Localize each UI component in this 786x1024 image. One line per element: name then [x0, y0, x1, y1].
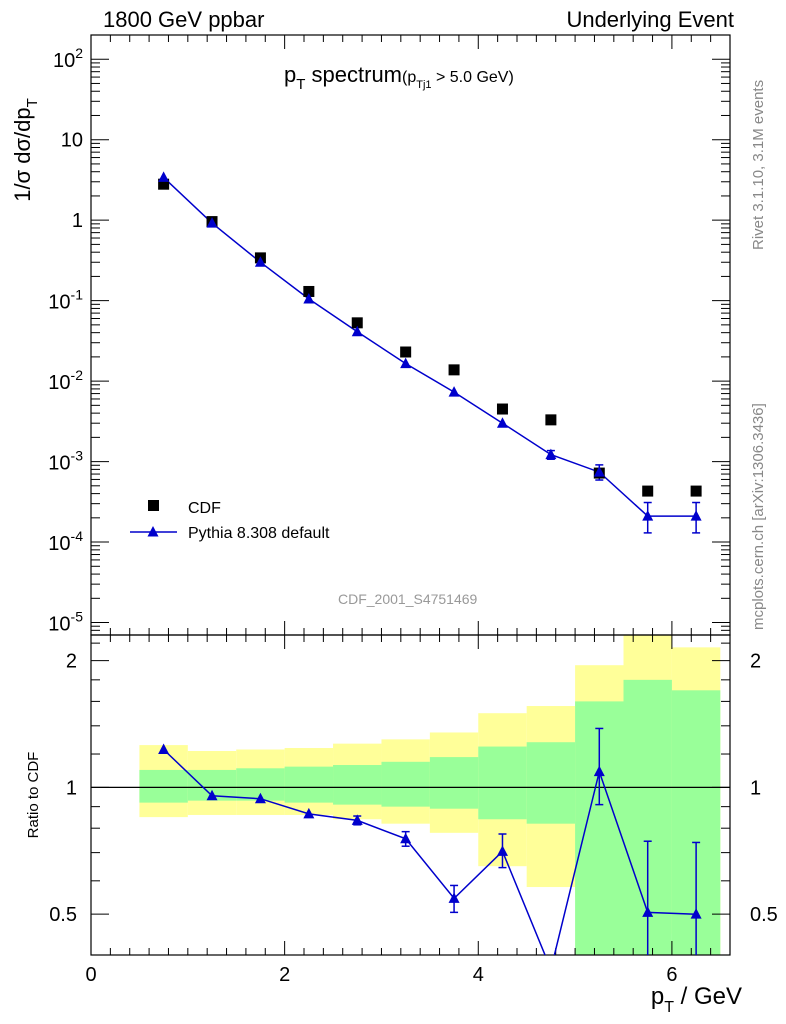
- pythia-main-point: [448, 386, 460, 397]
- cdf-data-point: [303, 285, 315, 297]
- pythia-ratio-point: [448, 892, 460, 903]
- pythia-main-point: [496, 417, 508, 428]
- cdf-data-point: [448, 364, 460, 376]
- pythia-ratio-point: [206, 789, 218, 801]
- main-ytick-label: 102: [53, 45, 83, 72]
- ratio-xtick-label: 4: [473, 964, 484, 986]
- pythia-main-point: [351, 325, 363, 337]
- pythia-ratio-point: [642, 906, 654, 917]
- band-green-bin: [429, 757, 479, 809]
- ratio-xlabel: pT / GeV: [651, 983, 742, 1016]
- band-green-bin: [526, 742, 576, 824]
- band-green-bin: [478, 746, 527, 820]
- pythia-main-point: [642, 510, 654, 521]
- band-green-bin: [139, 769, 188, 803]
- main-ylabel: 1/σ dσ/dpT: [10, 98, 41, 202]
- pythia-ratio-point: [400, 832, 412, 844]
- pythia-ratio-line: [163, 748, 697, 955]
- main-ytick-label: 1: [72, 210, 83, 232]
- legend-cdf-label: CDF: [188, 500, 221, 517]
- header-left: 1800 GeV ppbar: [103, 7, 265, 32]
- ratio-ytick-label-right: 1: [750, 777, 761, 799]
- main-ytick-label: 10: [61, 130, 83, 152]
- legend-cdf-marker: [148, 500, 159, 511]
- analysis-watermark: CDF_2001_S4751469: [338, 591, 478, 607]
- mcplots-label: mcplots.cern.ch [arXiv:1306.3436]: [750, 403, 767, 630]
- pythia-main-point: [400, 357, 412, 369]
- pythia-main-point: [158, 171, 170, 182]
- ratio-ytick-label-left: 2: [66, 651, 77, 673]
- main-ytick-label: 10-2: [48, 367, 83, 394]
- pythia-ratio-point: [593, 765, 605, 777]
- legend-pythia-marker: [147, 526, 159, 537]
- cdf-data-point: [545, 414, 557, 426]
- pythia-ratio-point: [545, 963, 556, 974]
- ratio-xtick-label: 6: [666, 964, 677, 986]
- cdf-data-point: [400, 346, 412, 358]
- cdf-data-point: [158, 178, 170, 190]
- ratio-ylabel: Ratio to CDF: [25, 752, 42, 839]
- pythia-ratio-point: [496, 845, 508, 856]
- main-ytick-label: 10-3: [48, 448, 83, 475]
- pythia-ratio-point: [254, 792, 266, 804]
- cdf-data-point: [351, 317, 363, 329]
- band-green-bin: [284, 766, 334, 803]
- ratio-xtick-label: 2: [279, 964, 290, 986]
- cdf-data-point: [642, 485, 654, 497]
- main-ytick-label: 10-1: [48, 287, 83, 314]
- ratio-series-group: [158, 727, 702, 974]
- main-frame: [90, 34, 731, 636]
- cdf-data-point: [690, 485, 702, 497]
- band-green-bin: [333, 765, 382, 805]
- pythia-main-point: [206, 217, 218, 228]
- pythia-main-point: [545, 448, 557, 460]
- ratio-xtick-label: 0: [85, 964, 96, 986]
- pythia-ratio-point: [158, 743, 170, 755]
- ratio-ytick-label-left: 0.5: [49, 904, 77, 926]
- pythia-main-point: [593, 466, 605, 477]
- main-ytick-label: 10-5: [48, 609, 83, 636]
- ratio-ytick-label-right: 2: [750, 651, 761, 673]
- pythia-ratio-point: [690, 908, 702, 919]
- pythia-main-point: [690, 510, 702, 521]
- legend-pythia-label: Pythia 8.308 default: [188, 525, 330, 542]
- pythia-main-point: [303, 292, 315, 304]
- pythia-main-line: [163, 176, 697, 517]
- pythia-main-point: [254, 256, 266, 267]
- ratio-ytick-label-left: 1: [66, 777, 77, 799]
- ratio-ytick-label-right: 0.5: [750, 904, 778, 926]
- pythia-ratio-point: [351, 814, 363, 825]
- main-title: pT spectrum(pTj1 > 5.0 GeV): [284, 62, 514, 93]
- pythia-ratio-point: [303, 807, 315, 819]
- ratio-frame: [90, 634, 731, 956]
- header-right: Underlying Event: [566, 7, 734, 32]
- cdf-data-point: [496, 403, 508, 415]
- rivet-label: Rivet 3.1.10, 3.1M events: [750, 79, 767, 250]
- main-ytick-label: 10-4: [48, 528, 83, 555]
- band-green-bin: [381, 761, 430, 807]
